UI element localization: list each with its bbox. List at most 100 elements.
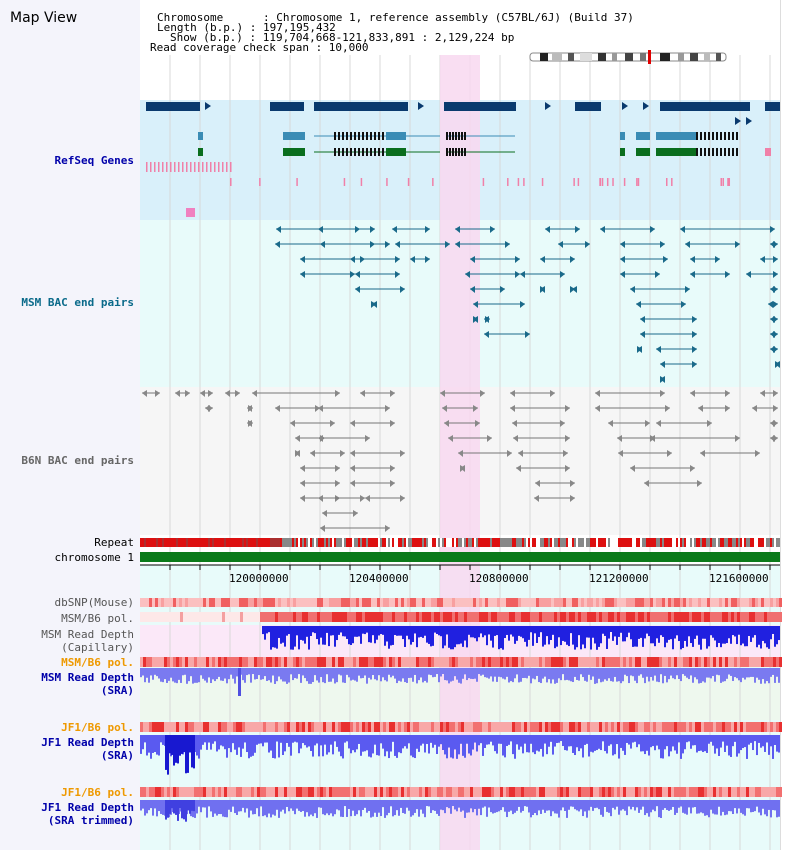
label-msm-depth-sra-1[interactable]: MSM Read Depth	[41, 671, 134, 684]
polymorphism-cell	[176, 722, 179, 732]
repeat-element	[342, 538, 344, 547]
polymorphism-cell	[269, 722, 272, 732]
read-depth-bar	[624, 735, 626, 755]
label-refseq-genes[interactable]: RefSeq Genes	[54, 154, 134, 167]
polymorphism-cell	[365, 612, 368, 622]
read-depth-bar	[744, 668, 746, 680]
read-depth-bar	[674, 668, 676, 680]
repeat-element	[746, 538, 748, 547]
read-depth-bar	[184, 668, 186, 675]
read-depth-bar	[428, 735, 430, 754]
read-depth-bar	[270, 668, 272, 683]
label-msm-b6-pol-sra[interactable]: MSM/B6 pol.	[61, 656, 134, 669]
read-depth-bar	[432, 735, 434, 748]
polymorphism-cell	[332, 657, 335, 667]
polymorphism-cell	[263, 612, 266, 622]
b6n-bac-end	[390, 465, 395, 472]
label-jf1-depth-sra-1[interactable]: JF1 Read Depth	[41, 736, 134, 749]
read-depth-bar	[560, 735, 562, 742]
label-chromosome[interactable]: chromosome 1	[54, 551, 134, 564]
read-depth-bar	[448, 626, 450, 648]
polymorphism-cell	[359, 598, 362, 607]
polymorphism-cell	[497, 598, 500, 607]
read-depth-bar	[578, 626, 580, 636]
repeat-element	[212, 538, 214, 547]
repeat-element	[344, 538, 346, 547]
label-jf1-b6-pol[interactable]: JF1/B6 pol.	[61, 721, 134, 734]
read-depth-bar	[606, 735, 608, 754]
polymorphism-cell	[401, 612, 404, 622]
polymorphism-cell	[299, 612, 302, 622]
msm-bac-end	[735, 241, 740, 248]
polymorphism-cell	[281, 722, 284, 732]
read-depth-bar	[490, 668, 492, 677]
read-depth-bar	[460, 735, 462, 744]
read-depth-bar	[150, 800, 152, 809]
polymorphism-cell	[521, 657, 524, 667]
read-depth-bar	[222, 735, 224, 747]
read-depth-bar	[160, 735, 162, 743]
polymorphism-cell	[488, 722, 491, 732]
read-depth-bar	[402, 800, 404, 813]
polymorphism-cell	[290, 787, 293, 797]
repeat-element	[264, 538, 266, 547]
label-msm-depth-capillary-1[interactable]: MSM Read Depth	[41, 628, 134, 641]
label-repeat[interactable]: Repeat	[94, 536, 134, 549]
label-msm-bac[interactable]: MSM BAC end pairs	[21, 296, 134, 309]
polymorphism-cell	[287, 612, 290, 622]
read-depth-bar	[302, 668, 304, 676]
repeat-element	[490, 538, 492, 547]
read-depth-bar	[296, 735, 298, 743]
gene-exon	[362, 132, 364, 140]
msm-bac-end	[370, 226, 375, 233]
polymorphism-cell	[482, 598, 485, 607]
read-depth-bar	[706, 735, 708, 753]
polymorphism-cell	[140, 787, 143, 797]
b6n-bac-end	[725, 405, 730, 412]
b6n-bac-end	[700, 450, 705, 457]
label-jf1-b6-pol-trim[interactable]: JF1/B6 pol.	[61, 786, 134, 799]
polymorphism-cell	[494, 787, 497, 797]
repeat-element	[178, 538, 180, 547]
polymorphism-cell	[734, 598, 737, 607]
polymorphism-cell	[563, 722, 566, 732]
gene-exon	[346, 132, 348, 140]
read-depth-bar	[666, 735, 668, 747]
polymorphism-cell	[203, 598, 206, 607]
polymorphism-cell	[200, 722, 203, 732]
read-depth-bar	[470, 735, 472, 756]
read-depth-bar	[177, 735, 179, 764]
label-jf1-depth-trim-1[interactable]: JF1 Read Depth	[41, 801, 134, 814]
read-depth-bar	[598, 735, 600, 749]
msm-bac-end	[318, 226, 323, 233]
polymorphism-cell	[548, 787, 551, 797]
read-depth-bar	[266, 668, 268, 681]
repeat-element	[712, 538, 714, 547]
polymorphism-cell	[398, 657, 401, 667]
read-depth-bar	[718, 668, 720, 676]
gene-exon	[342, 148, 344, 156]
label-msm-b6-pol[interactable]: MSM/B6 pol.	[61, 612, 134, 625]
polymorphism-cell	[158, 598, 161, 607]
read-depth-bar	[378, 626, 380, 636]
repeat-element	[444, 538, 446, 547]
polymorphism-cell	[716, 657, 719, 667]
b6n-bac-end	[698, 405, 703, 412]
msm-bac-end	[558, 241, 563, 248]
read-depth-bar	[508, 800, 510, 812]
label-dbsnp[interactable]: dbSNP(Mouse)	[54, 596, 134, 609]
read-depth-bar	[504, 668, 506, 680]
repeat-element	[144, 538, 146, 547]
gene-exon	[656, 132, 696, 140]
polymorphism-cell	[272, 657, 275, 667]
label-b6n-bac[interactable]: B6N BAC end pairs	[21, 454, 134, 467]
read-depth-bar	[508, 626, 510, 641]
read-depth-bar	[410, 800, 412, 817]
read-depth-bar	[458, 735, 460, 755]
msm-bac-end	[473, 316, 478, 323]
polymorphism-cell	[458, 598, 461, 607]
read-depth-bar	[752, 668, 754, 677]
polymorphism-cell	[467, 598, 470, 607]
polymorphism-cell	[323, 722, 326, 732]
